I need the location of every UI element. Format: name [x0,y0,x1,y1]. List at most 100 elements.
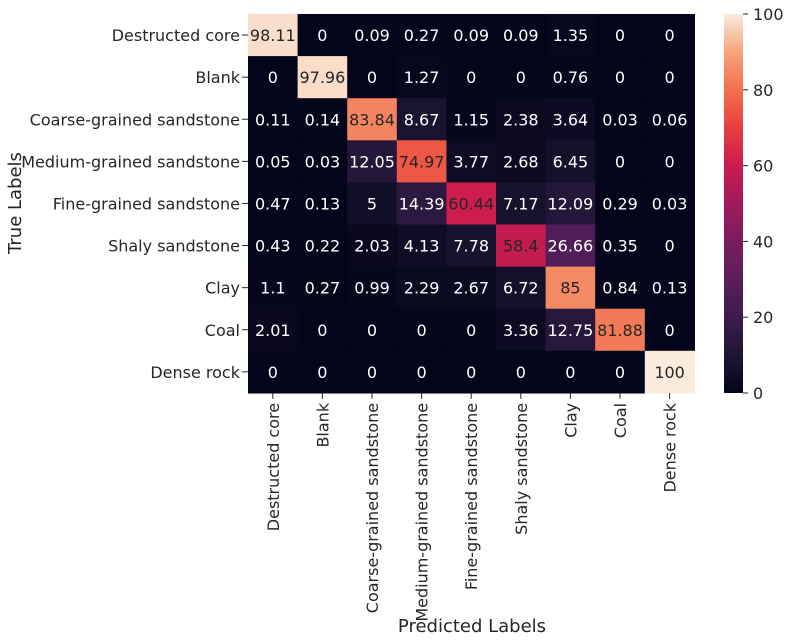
cell-value-label: 60.44 [448,194,494,213]
heatmap-cell [595,224,646,268]
heatmap-cell [595,14,646,57]
x-tick-label: Clay [561,403,580,438]
colorbar-ticks: 0 20 40 60 80 100 [743,5,784,403]
heatmap-cell [644,56,695,99]
y-tick-label: Clay [205,279,240,298]
heatmap-cell [396,140,447,183]
colorbar-tick-label: 20 [753,308,773,327]
heatmap-cell [496,308,547,352]
cell-value-label: 0.27 [305,279,341,298]
cell-value-label: 0.27 [404,26,440,45]
heatmap-cell [446,98,497,141]
heatmap-cell [595,266,646,310]
cell-value-label: 0.29 [602,194,638,213]
cell-value-label: 0 [665,26,675,45]
heatmap-cell [644,308,695,352]
cell-value-label: 1.15 [453,110,489,129]
cell-value-label: 0 [317,321,327,340]
x-tick-label: Medium-grained sandstone [413,403,432,622]
cell-value-label: 0.47 [255,194,291,213]
cell-value-label: 0 [367,68,377,87]
cell-value-label: 98.11 [250,26,296,45]
heatmap-cell [347,98,398,141]
heatmap-cell [297,182,348,226]
colorbar-tick-label: 0 [753,384,763,403]
cell-value-label: 12.75 [547,321,593,340]
cell-value-label: 0.11 [255,110,291,129]
cell-value-label: 0 [268,68,278,87]
colorbar-tick-label: 40 [753,232,773,251]
heatmap-cell [545,308,596,352]
cell-value-label: 8.67 [404,110,440,129]
heatmap-cell [644,14,695,57]
cell-value-label: 0.14 [305,110,341,129]
heatmap-cell [595,182,646,226]
cell-value-label: 100 [654,363,685,382]
cell-value-label: 0 [615,26,625,45]
heatmap-cell [396,266,447,310]
y-tick-label: Medium-grained sandstone [21,152,240,171]
cell-value-label: 83.84 [349,110,395,129]
cell-value-label: 0 [417,363,427,382]
cell-value-label: 0.35 [602,237,638,256]
heatmap-cell [545,182,596,226]
cell-value-label: 2.01 [255,321,291,340]
heatmap-cell [496,14,547,57]
cell-value-label: 0 [665,152,675,171]
heatmap-cell [644,224,695,268]
heatmap-cell [347,14,398,57]
heatmap-cell [595,98,646,141]
heatmap-cell [396,350,447,394]
cell-value-label: 3.36 [503,321,539,340]
cell-value-label: 12.05 [349,152,395,171]
heatmap-cell [248,56,299,99]
cell-value-label: 0 [367,363,377,382]
y-axis-label: True Labels [5,152,26,255]
y-tick-label: Fine-grained sandstone [53,194,240,213]
cell-value-label: 97.96 [299,68,345,87]
cell-value-label: 2.03 [354,237,390,256]
heatmap-cell [496,350,547,394]
cell-value-label: 7.17 [503,194,539,213]
heatmap-cell [545,56,596,99]
heatmap-cell [396,182,447,226]
y-tick-label: Destructed core [112,26,240,45]
x-tick-label: Coal [611,403,630,438]
x-axis-label: Predicted Labels [398,616,546,637]
heatmap-cell [545,224,596,268]
heatmap-cell [545,14,596,57]
heatmap-cell [297,224,348,268]
heatmap-cell [496,98,547,141]
heatmap-cells [248,14,695,394]
cell-value-label: 1.27 [404,68,440,87]
cell-value-label: 0.09 [354,26,390,45]
cell-value-label: 0.99 [354,279,390,298]
heatmap-cell [396,98,447,141]
cell-value-label: 1.35 [553,26,589,45]
cell-value-label: 0.43 [255,237,291,256]
cell-value-label: 14.39 [399,194,445,213]
cell-value-label: 0.13 [652,279,688,298]
heatmap-cell [347,266,398,310]
heatmap-cell [496,182,547,226]
heatmap-cell [297,308,348,352]
heatmap-cell [644,350,695,394]
cell-value-label: 58.4 [503,237,539,256]
y-tick-label: Shaly sandstone [108,237,240,256]
heatmap-cell [347,308,398,352]
cell-value-label: 0 [367,321,377,340]
heatmap-cell [496,140,547,183]
cell-value-label: 0 [665,68,675,87]
colorbar-tick-label: 60 [753,157,773,176]
colorbar-tick-label: 80 [753,81,773,100]
cell-value-label: 2.67 [453,279,489,298]
heatmap-cell [644,140,695,183]
heatmap-cell [297,140,348,183]
colorbar-tick-label: 100 [753,5,784,24]
cell-value-label: 0.09 [503,26,539,45]
heatmap-cell [297,56,348,99]
cell-value-label: 0 [466,321,476,340]
x-tick-label: Shaly sandstone [512,403,531,535]
cell-value-label: 3.64 [553,110,589,129]
cell-value-label: 6.45 [553,152,589,171]
